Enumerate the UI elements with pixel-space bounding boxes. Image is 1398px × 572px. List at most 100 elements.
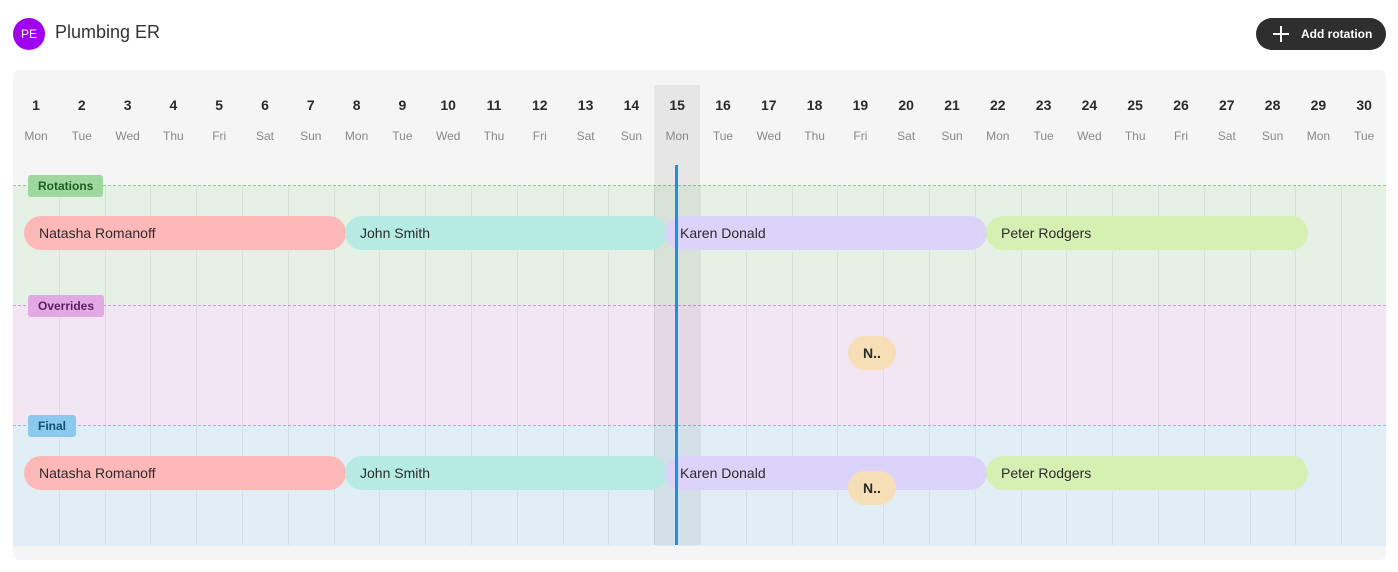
day-number: 19 <box>852 97 869 113</box>
add-rotation-button[interactable]: Add rotation <box>1256 18 1386 50</box>
day-of-week: Tue <box>71 129 92 143</box>
day-number: 8 <box>352 97 361 113</box>
day-number: 11 <box>486 97 502 113</box>
day-of-week: Sun <box>300 129 322 143</box>
gridline <box>974 185 976 545</box>
gridline <box>333 185 335 545</box>
avatar[interactable]: PE <box>13 18 45 50</box>
gridline <box>1112 185 1114 545</box>
gridline <box>837 185 839 545</box>
day-of-week: Thu <box>163 129 184 143</box>
final-shift-john-smith[interactable]: John Smith <box>345 456 667 490</box>
day-of-week: Sun <box>1261 129 1284 143</box>
gridline <box>1295 185 1297 545</box>
day-column-header: 6 Sat <box>242 97 288 143</box>
day-number: 22 <box>990 97 1006 113</box>
final-section-tag: Final <box>28 415 77 437</box>
gridline <box>471 185 472 545</box>
day-column-header: 13 Sat <box>563 97 609 143</box>
day-of-week: Thu <box>1124 129 1146 143</box>
day-number: 17 <box>761 97 777 113</box>
day-number: 26 <box>1173 97 1189 113</box>
day-of-week: Mon <box>1306 129 1331 143</box>
day-column-header: 26 Fri <box>1158 97 1204 143</box>
gridline <box>58 185 60 545</box>
day-column-header: 29 Mon <box>1295 97 1341 143</box>
day-of-week: Mon <box>986 129 1010 143</box>
day-number: 4 <box>169 97 178 113</box>
day-number: 27 <box>1219 97 1235 113</box>
day-of-week: Thu <box>804 129 825 143</box>
day-number: 7 <box>306 97 315 113</box>
day-column-header: 3 Wed <box>105 97 151 143</box>
day-of-week: Sat <box>255 129 274 143</box>
day-column-header: 4 Thu <box>150 97 196 143</box>
day-number: 20 <box>898 97 914 113</box>
day-column-header: 20 Sat <box>883 97 929 143</box>
day-of-week: Sat <box>897 129 916 143</box>
day-column-header: 28 Sun <box>1250 97 1296 143</box>
day-column-header: 15 Mon <box>654 97 700 143</box>
day-of-week: Fri <box>532 129 547 143</box>
day-column-header: 25 Thu <box>1112 97 1158 143</box>
gridline <box>1203 185 1205 545</box>
day-of-week: Tue <box>712 129 734 143</box>
rotation-shift-peter-rodgers[interactable]: Peter Rodgers <box>986 216 1308 250</box>
day-number: 2 <box>77 97 86 113</box>
gridline <box>700 185 701 545</box>
day-number: 5 <box>215 97 224 113</box>
day-number: 25 <box>1127 97 1143 113</box>
rotation-shift-natasha-romanoff[interactable]: Natasha Romanoff <box>24 216 346 250</box>
rotation-shift-karen-donald[interactable]: Karen Donald <box>665 216 987 250</box>
day-number: 16 <box>715 97 731 113</box>
gridline <box>1020 185 1022 545</box>
plus-icon <box>1272 25 1290 43</box>
gridline <box>745 185 747 545</box>
override-shift[interactable]: N.. <box>848 336 896 370</box>
final-shift-natasha-romanoff[interactable]: Natasha Romanoff <box>24 456 346 490</box>
day-column-header: 11 Thu <box>471 97 517 143</box>
gridline <box>1158 185 1159 545</box>
gridline <box>104 185 106 545</box>
day-column-header: 24 Wed <box>1066 97 1112 143</box>
day-number: 13 <box>577 97 594 113</box>
gridline <box>425 185 427 545</box>
day-of-week: Wed <box>1077 129 1102 143</box>
day-of-week: Sat <box>1217 129 1236 143</box>
day-column-header: 27 Sat <box>1204 97 1250 143</box>
day-column-header: 2 Tue <box>59 97 105 143</box>
day-column-header: 17 Wed <box>746 97 792 143</box>
day-column-header: 16 Tue <box>700 97 746 143</box>
overrides-section-tag: Overrides <box>28 295 105 317</box>
day-column-header: 1 Mon <box>13 97 59 143</box>
day-of-week: Sun <box>620 129 643 143</box>
rotation-shift-john-smith[interactable]: John Smith <box>345 216 667 250</box>
gridline <box>196 185 198 545</box>
day-of-week: Thu <box>483 129 505 143</box>
day-of-week: Fri <box>212 129 227 143</box>
day-column-header: 18 Thu <box>792 97 838 143</box>
gridline <box>562 185 564 545</box>
day-of-week: Wed <box>756 129 782 143</box>
day-number: 1 <box>32 97 40 113</box>
day-number: 9 <box>398 97 407 113</box>
gridline <box>1249 185 1251 545</box>
page-title: Plumbing ER <box>55 22 161 42</box>
day-of-week: Tue <box>392 129 413 143</box>
final-override-shift[interactable]: N.. <box>848 471 896 505</box>
day-of-week: Mon <box>24 129 48 143</box>
day-number: 24 <box>1081 97 1098 113</box>
gridline <box>516 185 518 545</box>
gridline <box>1341 185 1343 545</box>
day-number: 23 <box>1035 97 1052 113</box>
day-of-week: Mon <box>665 129 689 143</box>
final-shift-karen-donald[interactable]: Karen Donald <box>665 456 987 490</box>
final-shift-peter-rodgers[interactable]: Peter Rodgers <box>986 456 1308 490</box>
day-number: 6 <box>261 97 269 113</box>
gridline <box>287 185 289 545</box>
gridline <box>150 185 152 545</box>
day-column-header: 30 Tue <box>1341 97 1386 143</box>
day-number: 14 <box>623 97 640 113</box>
day-column-header: 10 Wed <box>425 97 471 143</box>
add-rotation-label: Add rotation <box>1301 27 1373 41</box>
